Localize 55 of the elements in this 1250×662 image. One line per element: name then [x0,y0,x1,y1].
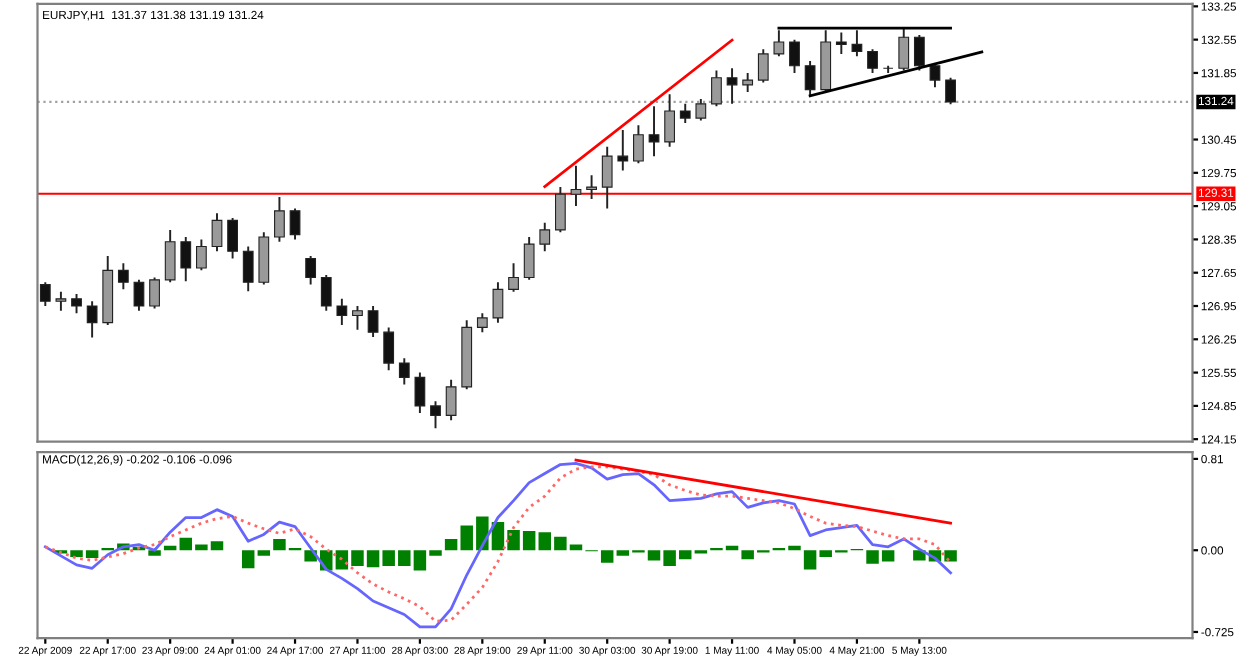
candlestick [414,371,426,414]
candlestick [570,164,582,208]
candlestick [945,76,956,106]
candlestick [492,281,504,324]
candlestick [367,305,379,338]
candlestick [742,71,754,93]
candlestick [789,38,800,74]
candlestick [398,357,410,386]
candlestick [274,196,285,243]
candlestick [679,102,691,124]
candlestick [804,60,816,98]
candlestick [913,33,925,72]
candlestick [86,300,98,339]
candlestick [336,297,348,326]
candlestick [445,378,457,422]
candlestick [851,29,863,58]
candlestick [617,129,629,172]
bar [148,550,161,556]
candlestick [180,236,192,283]
candlestick [757,48,769,84]
candlestick [71,293,82,315]
candlestick [523,236,535,281]
bar [257,550,271,556]
candlestick [149,276,160,310]
candlestick [242,245,254,293]
candlestick [601,145,613,210]
candlestick [867,48,878,74]
candlestick [211,212,223,253]
candlestick [305,255,317,286]
candlestick [164,228,176,284]
candlestick [227,217,238,260]
candlestick [352,305,363,331]
candlestick [726,67,738,105]
candlestick [539,221,551,253]
candlestick [195,238,207,272]
candlestick [773,29,785,58]
candlestick [476,312,488,334]
candlestick [586,174,597,200]
candlestick [320,274,332,312]
candlestick [835,31,847,55]
candlestick [117,262,129,291]
candlestick [430,400,441,430]
candlestick [633,124,644,165]
candlestick [508,262,519,293]
candlestick [258,231,270,286]
candlestick [898,26,910,72]
candlestick [554,186,566,234]
candlestick [383,326,395,372]
candlestick [648,105,660,158]
candlestick [289,207,301,241]
candlestick [39,281,51,307]
candlestick [820,29,832,93]
candlestick [133,278,145,312]
candlestick [55,290,67,312]
bar [241,550,255,569]
